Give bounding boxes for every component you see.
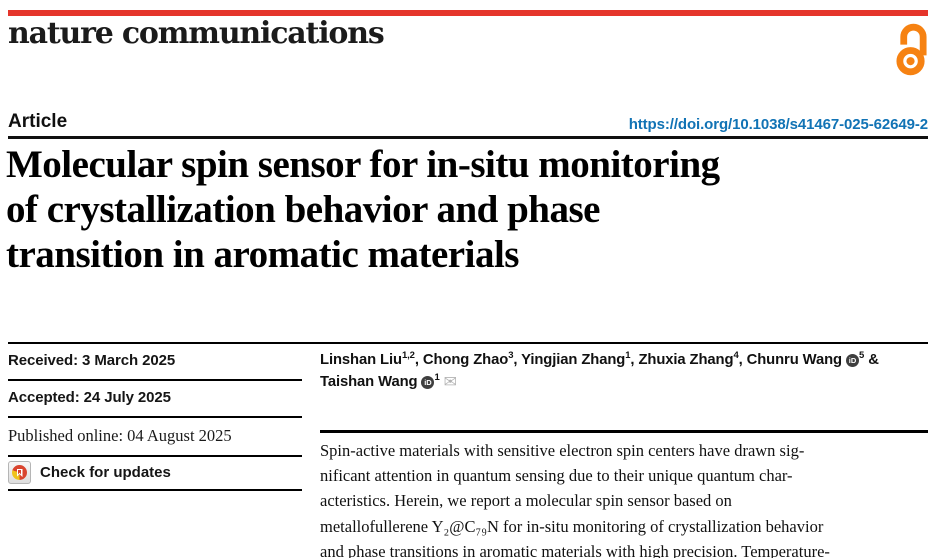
author-name: Taishan Wang: [320, 374, 418, 390]
content-column: Linshan Liu1,2, Chong Zhao3, Yingjian Zh…: [320, 344, 928, 558]
received-row: Received: 3 March 2025: [8, 344, 302, 381]
author-affiliation-sup: 1,2: [401, 350, 415, 362]
author-affiliation-sup: 4: [733, 350, 739, 362]
author-row: Linshan Liu1,2, Chong Zhao3, Yingjian Zh…: [320, 350, 879, 368]
author-affiliation-sup: 1: [625, 350, 631, 362]
masthead-rule: [8, 10, 928, 16]
accepted-date: Accepted: 24 July 2025: [8, 389, 171, 406]
abstract-rule: [320, 430, 928, 433]
orcid-icon[interactable]: iD: [846, 354, 860, 367]
author-affiliation-sup: 3: [508, 350, 514, 362]
email-icon[interactable]: ✉: [443, 372, 457, 391]
check-for-updates-label: Check for updates: [40, 464, 171, 481]
author-name: Yingjian Zhang: [521, 352, 626, 368]
accepted-row: Accepted: 24 July 2025: [8, 381, 302, 418]
metadata-column: Received: 3 March 2025 Accepted: 24 July…: [8, 344, 302, 491]
open-access-icon: [896, 23, 927, 76]
author-name: Chunru Wang: [746, 352, 842, 368]
author-affiliation-sup: 1: [434, 372, 440, 384]
orcid-icon[interactable]: iD: [421, 376, 435, 389]
abstract-text: Spin-active materials with sensitive ele…: [320, 441, 830, 558]
author-name: Chong Zhao: [422, 352, 509, 368]
published-date: Published online: 04 August 2025: [8, 426, 232, 445]
author-name: Linshan Liu: [320, 352, 402, 368]
journal-logo: nature communications: [8, 16, 385, 51]
author-row: Taishan Wang iD 1 ✉: [320, 371, 928, 393]
doi-link[interactable]: https://doi.org/10.1038/s41467-025-62649…: [628, 116, 928, 133]
author-list: Linshan Liu1,2, Chong Zhao3, Yingjian Zh…: [320, 350, 928, 393]
check-for-updates-button[interactable]: Check for updates: [8, 457, 302, 491]
author-name: Zhuxia Zhang: [638, 352, 734, 368]
article-bar: Article https://doi.org/10.1038/s41467-0…: [8, 105, 928, 133]
columns-top-rule: [8, 342, 928, 344]
author-affiliation-sup: 5: [859, 350, 865, 362]
article-title: Molecular spin sensor for in-situ monito…: [6, 143, 720, 276]
article-type-label: Article: [8, 111, 68, 132]
article-rule: [8, 136, 928, 139]
crossmark-icon: [8, 461, 31, 484]
received-date: Received: 3 March 2025: [8, 352, 176, 369]
published-row: Published online: 04 August 2025: [8, 418, 302, 457]
